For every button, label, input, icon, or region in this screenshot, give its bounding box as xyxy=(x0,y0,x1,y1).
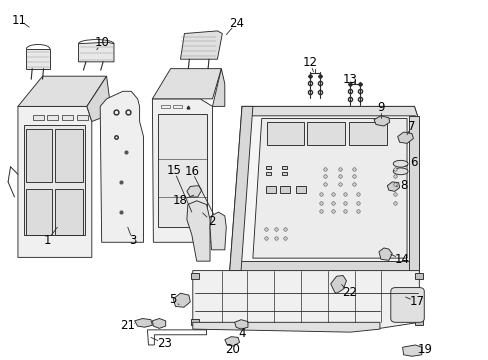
Polygon shape xyxy=(152,69,221,99)
Polygon shape xyxy=(152,319,165,328)
Bar xyxy=(173,104,182,108)
Text: 16: 16 xyxy=(184,165,199,178)
Text: 10: 10 xyxy=(94,36,109,49)
Text: 21: 21 xyxy=(120,319,135,332)
Polygon shape xyxy=(24,125,85,235)
Text: 8: 8 xyxy=(399,179,407,192)
Text: 6: 6 xyxy=(409,156,416,169)
Polygon shape xyxy=(265,172,270,175)
Bar xyxy=(161,104,169,108)
Polygon shape xyxy=(186,186,201,197)
Polygon shape xyxy=(415,273,423,279)
Polygon shape xyxy=(265,166,270,169)
Polygon shape xyxy=(229,107,252,271)
Polygon shape xyxy=(282,172,287,175)
Polygon shape xyxy=(134,319,152,327)
Text: 9: 9 xyxy=(376,101,384,114)
Polygon shape xyxy=(18,107,92,257)
Polygon shape xyxy=(229,261,419,271)
Polygon shape xyxy=(373,116,389,126)
Text: 20: 20 xyxy=(224,343,239,356)
Polygon shape xyxy=(26,129,52,182)
Polygon shape xyxy=(415,319,423,325)
Polygon shape xyxy=(402,345,421,356)
Ellipse shape xyxy=(392,168,407,175)
Text: 12: 12 xyxy=(302,57,317,69)
Polygon shape xyxy=(18,76,106,107)
Text: 1: 1 xyxy=(43,234,51,247)
Polygon shape xyxy=(386,182,399,191)
Polygon shape xyxy=(87,76,111,121)
Text: 4: 4 xyxy=(238,327,245,340)
Text: 3: 3 xyxy=(129,234,136,247)
Polygon shape xyxy=(397,132,412,143)
Polygon shape xyxy=(229,107,419,271)
Text: 11: 11 xyxy=(12,14,27,27)
Polygon shape xyxy=(55,129,83,182)
Text: 15: 15 xyxy=(166,164,181,177)
Polygon shape xyxy=(296,186,305,193)
Text: 7: 7 xyxy=(407,120,415,132)
Polygon shape xyxy=(158,114,206,227)
Polygon shape xyxy=(242,107,419,127)
Polygon shape xyxy=(224,337,239,346)
Polygon shape xyxy=(55,189,83,235)
Polygon shape xyxy=(209,212,226,250)
Polygon shape xyxy=(407,116,419,271)
Text: 17: 17 xyxy=(408,296,424,309)
Text: 14: 14 xyxy=(394,253,409,266)
Text: 23: 23 xyxy=(157,337,171,350)
Polygon shape xyxy=(378,248,391,260)
Polygon shape xyxy=(212,69,224,107)
Polygon shape xyxy=(26,189,52,235)
Polygon shape xyxy=(191,273,199,279)
Bar xyxy=(77,115,88,120)
Ellipse shape xyxy=(392,160,407,167)
Text: 19: 19 xyxy=(417,343,432,356)
Polygon shape xyxy=(282,166,287,169)
Polygon shape xyxy=(100,91,143,242)
Polygon shape xyxy=(306,122,345,145)
Polygon shape xyxy=(152,99,212,242)
Text: 18: 18 xyxy=(173,194,187,207)
Polygon shape xyxy=(186,201,209,261)
Polygon shape xyxy=(266,122,303,145)
Polygon shape xyxy=(191,319,199,325)
Text: 13: 13 xyxy=(342,73,357,86)
Polygon shape xyxy=(330,275,346,293)
Polygon shape xyxy=(79,42,114,62)
Polygon shape xyxy=(280,186,290,193)
FancyBboxPatch shape xyxy=(390,288,424,322)
Polygon shape xyxy=(265,186,275,193)
Bar xyxy=(62,115,73,120)
Text: 5: 5 xyxy=(169,293,176,306)
Polygon shape xyxy=(192,271,419,328)
Polygon shape xyxy=(252,118,406,258)
Text: 24: 24 xyxy=(228,17,243,30)
Polygon shape xyxy=(173,293,190,307)
Text: 2: 2 xyxy=(207,215,215,228)
Bar xyxy=(33,115,43,120)
Polygon shape xyxy=(349,122,386,145)
Polygon shape xyxy=(180,31,222,59)
Text: 22: 22 xyxy=(341,285,356,298)
Polygon shape xyxy=(234,320,247,329)
Polygon shape xyxy=(26,49,50,69)
Bar xyxy=(47,115,58,120)
Polygon shape xyxy=(192,322,379,332)
